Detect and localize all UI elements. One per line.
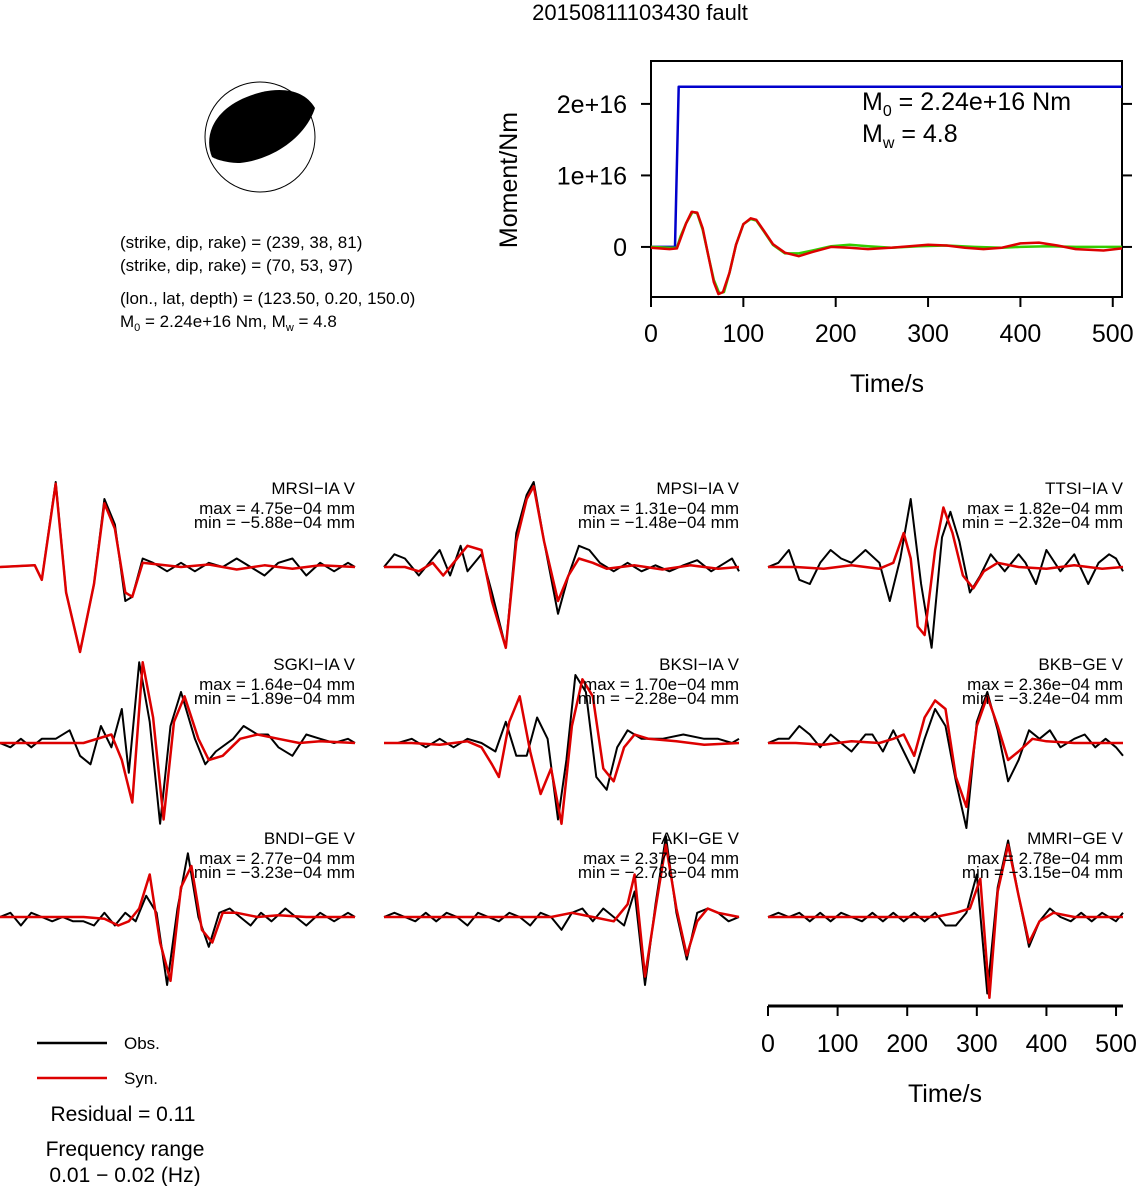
synthetic-waveform xyxy=(768,506,1124,637)
waveform-min-label: min = −3.15e−04 mm xyxy=(962,863,1123,882)
legend-obs-label: Obs. xyxy=(124,1034,160,1053)
waveform-min-label: min = −5.88e−04 mm xyxy=(194,513,355,532)
waveform-max-label: max = 2.78e−04 mm xyxy=(967,849,1123,868)
legend: Obs. Syn. Residual = 0.11 Frequency rang… xyxy=(37,1034,204,1186)
waveform-max-label: max = 2.37e−04 mm xyxy=(583,849,739,868)
moment-y-axis-label: Moment/Nm xyxy=(495,112,523,248)
observed-waveform xyxy=(767,839,1124,995)
frequency-range-value: 0.01 − 0.02 (Hz) xyxy=(49,1164,200,1186)
observed-waveform xyxy=(0,852,356,986)
waveform-x-tick-label: 200 xyxy=(886,1030,928,1058)
observed-waveform xyxy=(0,661,356,825)
waveform-x-tick-label: 400 xyxy=(1026,1030,1068,1058)
beachball-compressional-quadrant xyxy=(209,89,315,163)
moment-x-axis-label: Time/s xyxy=(850,370,924,398)
synthetic-waveform xyxy=(384,843,740,978)
moment-y-tick-label: 2e+16 xyxy=(557,91,627,119)
moment-plot-frame xyxy=(650,60,1123,298)
synthetic-waveform xyxy=(0,482,356,654)
moment-x-tick-label: 200 xyxy=(815,320,857,348)
moment-x-tick-label: 300 xyxy=(907,320,949,348)
moment-x-tick-label: 500 xyxy=(1092,320,1134,348)
moment-axis-ticks: 0 100 200 300 400 500 0 1e+16 2e+16 xyxy=(557,91,1134,348)
waveform-max-label: max = 1.70e−04 mm xyxy=(583,675,739,694)
synthetic-waveform xyxy=(0,864,355,983)
waveform-min-label: min = −3.23e−04 mm xyxy=(194,863,355,882)
waveform-min-label: min = −3.24e−04 mm xyxy=(962,689,1123,708)
waveform-min-label: min = −2.32e−04 mm xyxy=(962,513,1123,532)
observed-waveform xyxy=(767,498,1124,649)
station-label: MPSI−IA V xyxy=(656,479,739,498)
focal-mechanism-beachball xyxy=(204,81,316,193)
synthetic-waveform xyxy=(768,695,1123,809)
observed-waveform xyxy=(767,691,1124,829)
waveform-max-label: max = 2.36e−04 mm xyxy=(967,675,1123,694)
station-label: SGKI−IA V xyxy=(273,655,355,674)
station-label: BNDI−GE V xyxy=(264,829,356,848)
waveform-max-label: max = 1.64e−04 mm xyxy=(199,675,355,694)
station-label: MRSI−IA V xyxy=(271,479,355,498)
hypocenter-location: (lon., lat, depth) = (123.50, 0.20, 150.… xyxy=(120,289,415,308)
waveform-min-label: min = −2.78e−04 mm xyxy=(578,863,739,882)
legend-syn-label: Syn. xyxy=(124,1069,158,1088)
waveform-max-label: max = 1.31e−04 mm xyxy=(583,499,739,518)
station-label: MMRI−GE V xyxy=(1027,829,1124,848)
magnitude-summary: M0 = 2.24e+16 Nm, Mw = 4.8 xyxy=(120,312,337,334)
waveform-max-label: max = 4.75e−04 mm xyxy=(199,499,355,518)
nodal-plane-2: (strike, dip, rake) = (70, 53, 97) xyxy=(120,256,353,275)
waveform-max-label: max = 2.77e−04 mm xyxy=(199,849,355,868)
waveform-min-label: min = −1.48e−04 mm xyxy=(578,513,739,532)
station-label: FAKI−GE V xyxy=(652,829,740,848)
frequency-range-title: Frequency range xyxy=(46,1138,205,1161)
waveform-x-tick-label: 100 xyxy=(817,1030,859,1058)
moment-rate-green-line xyxy=(650,210,1122,295)
moment-mw-annotation: Mw = 4.8 xyxy=(862,120,958,152)
waveform-min-label: min = −2.28e−04 mm xyxy=(578,689,739,708)
moment-y-tick-label: 1e+16 xyxy=(557,162,627,190)
moment-x-tick-label: 400 xyxy=(1000,320,1042,348)
synthetic-waveform xyxy=(0,661,356,821)
waveform-time-axis: Time/s 0 100 200 300 400 500 xyxy=(761,1004,1137,1108)
moment-rate-red-line xyxy=(650,210,1123,296)
moment-function-chart: 0 100 200 300 400 500 0 1e+16 2e+16 Moment/Nm Ti… xyxy=(495,60,1134,398)
moment-m0-annotation: M0 = 2.24e+16 Nm xyxy=(862,88,1071,120)
synthetic-waveform xyxy=(768,843,1123,1000)
moment-x-tick-label: 100 xyxy=(722,320,764,348)
waveform-max-label: max = 1.82e−04 mm xyxy=(967,499,1123,518)
nodal-plane-1: (strike, dip, rake) = (239, 38, 81) xyxy=(120,233,362,252)
station-label: TTSI−IA V xyxy=(1045,479,1124,498)
waveform-x-axis-label: Time/s xyxy=(908,1080,982,1108)
station-label: BKB−GE V xyxy=(1038,655,1123,674)
waveform-x-tick-label: 0 xyxy=(761,1030,775,1058)
waveform-min-label: min = −1.89e−04 mm xyxy=(194,689,355,708)
waveform-x-tick-label: 500 xyxy=(1095,1030,1137,1058)
figure-title: 20150811103430 fault xyxy=(532,0,748,25)
station-label: BKSI−IA V xyxy=(659,655,740,674)
moment-y-tick-label: 0 xyxy=(613,234,627,262)
synthetic-waveform xyxy=(384,678,740,826)
residual-value: Residual = 0.11 xyxy=(51,1103,196,1126)
synthetic-waveform xyxy=(384,485,740,650)
mechanism-info: (strike, dip, rake) = (239, 38, 81) (str… xyxy=(120,233,415,334)
moment-series-group xyxy=(650,85,1123,296)
moment-x-tick-label: 0 xyxy=(644,320,658,348)
waveform-x-tick-label: 300 xyxy=(956,1030,998,1058)
